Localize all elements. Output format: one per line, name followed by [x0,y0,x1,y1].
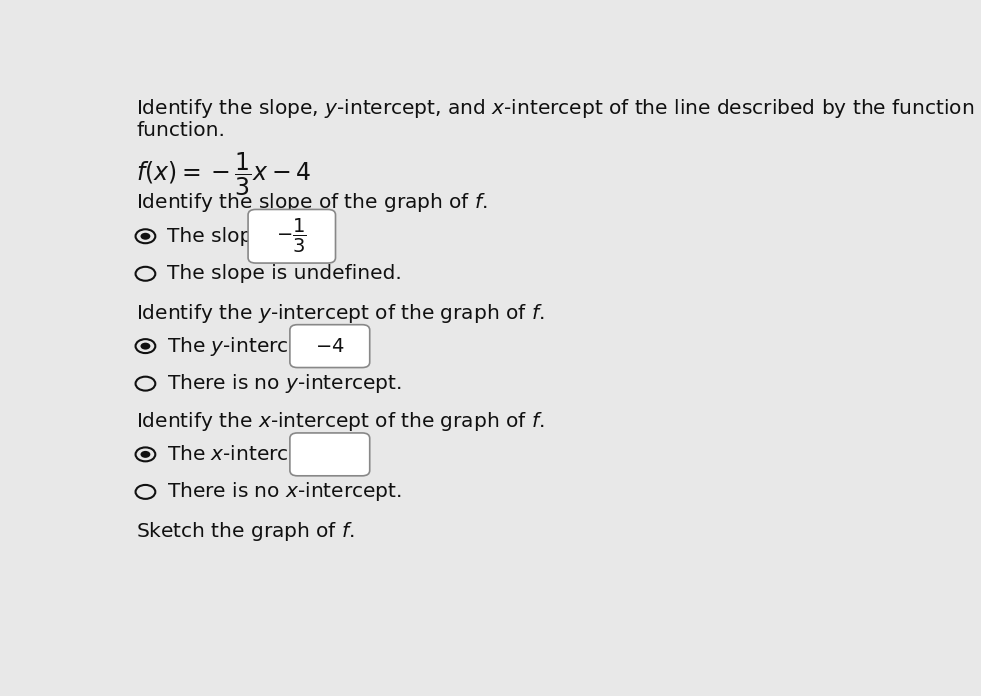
Circle shape [140,232,150,239]
Circle shape [137,231,153,242]
FancyBboxPatch shape [290,324,370,367]
Circle shape [137,340,153,351]
Text: $-4$: $-4$ [315,337,344,356]
FancyBboxPatch shape [290,433,370,476]
FancyBboxPatch shape [248,209,336,263]
Text: Identify the $y$-intercept of the graph of $f$.: Identify the $y$-intercept of the graph … [136,302,544,325]
Text: There is no $y$-intercept.: There is no $y$-intercept. [167,372,401,395]
Text: function.: function. [136,121,226,140]
Text: The slope is undefined.: The slope is undefined. [167,264,401,283]
Circle shape [137,449,153,460]
Circle shape [140,342,150,349]
Circle shape [140,451,150,458]
Text: The slope is: The slope is [167,227,287,246]
Text: Identify the slope, $y$-intercept, and $x$-intercept of the line described by th: Identify the slope, $y$-intercept, and $… [136,97,981,120]
Text: $-\dfrac{1}{3}$: $-\dfrac{1}{3}$ [277,217,307,255]
Text: $f(x) = -\dfrac{1}{3}x - 4$: $f(x) = -\dfrac{1}{3}x - 4$ [136,150,312,198]
Text: The $y$-intercept is: The $y$-intercept is [167,335,344,358]
Text: Identify the slope of the graph of $f$.: Identify the slope of the graph of $f$. [136,191,489,214]
Text: The $x$-intercept is: The $x$-intercept is [167,443,344,466]
Text: Identify the $x$-intercept of the graph of $f$.: Identify the $x$-intercept of the graph … [136,411,544,434]
Text: Sketch the graph of $f$.: Sketch the graph of $f$. [136,521,355,544]
Text: There is no $x$-intercept.: There is no $x$-intercept. [167,480,401,503]
